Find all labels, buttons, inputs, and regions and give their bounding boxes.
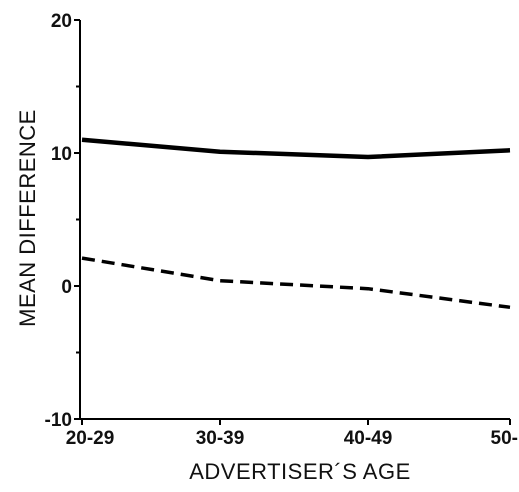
y-tick-label: 0 (61, 277, 72, 298)
y-tick-label: 10 (51, 144, 72, 165)
axis-labels: -10 0 10 20 20-29 30-39 40-49 50- (45, 11, 518, 449)
x-axis-title: ADVERTISER´S AGE (189, 459, 411, 484)
y-tick-label: -10 (45, 410, 72, 431)
x-tick-label: 30-39 (196, 428, 245, 449)
x-tick-label: 40-49 (344, 428, 393, 449)
y-tick-label: 20 (51, 11, 72, 32)
x-tick-label: 50- (491, 428, 518, 449)
series-lines (81, 137, 511, 310)
solid-series-line (81, 137, 511, 160)
x-tick-label: 20-29 (66, 428, 115, 449)
y-axis-title: MEAN DIFFERENCE (15, 109, 40, 327)
dashed-series-line (81, 256, 511, 310)
axes (74, 19, 511, 425)
